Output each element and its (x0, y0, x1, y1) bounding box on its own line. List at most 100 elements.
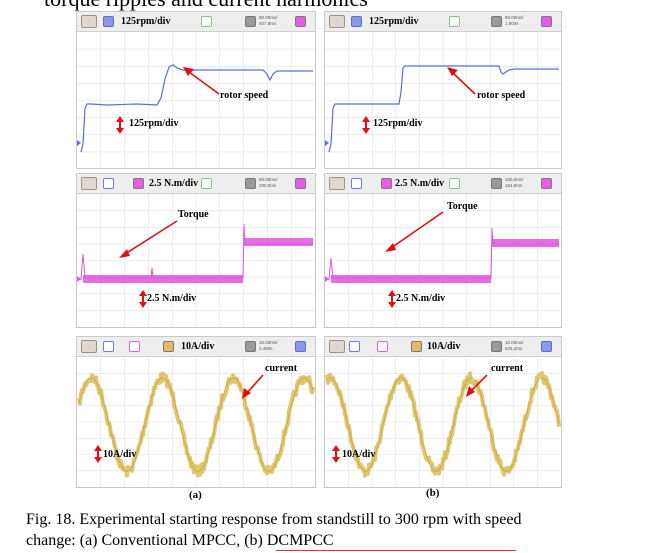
torque-plot-a (77, 194, 315, 327)
channel-2-icon[interactable] (295, 16, 306, 27)
current-scale-toolbar-label: 10A/div (427, 341, 461, 352)
channel-marker (77, 276, 81, 282)
rotor-speed-annotation: rotor speed (477, 90, 526, 101)
timebase-icon[interactable] (245, 178, 256, 189)
current-plot-b (325, 357, 561, 487)
speed-scale-label: 125rpm/div (373, 118, 423, 129)
scope-torque-b: 2.5 N.m/div 100.0ms/164.0ms Torque 2.5 N… (324, 173, 562, 328)
timebase-icon[interactable] (491, 16, 502, 27)
channel-1-icon-right[interactable] (295, 341, 306, 352)
trigger-icon[interactable] (81, 15, 97, 28)
torque-annotation: Torque (447, 201, 478, 212)
scale-arrow-icon (362, 116, 370, 134)
scope-current-b: 10A/div 10.00ms/625.2ms current 10A/div (324, 336, 562, 488)
torque-annotation: Torque (178, 209, 209, 220)
speed-scale-toolbar-label: 125rpm/div (369, 16, 419, 27)
sublabel-b: (b) (426, 487, 440, 499)
current-annotation: current (265, 363, 298, 374)
current-trace-core (326, 377, 560, 472)
scale-arrow-icon (139, 290, 147, 308)
scale-arrow-icon (332, 445, 340, 463)
speed-trace (80, 64, 313, 153)
timebase-icon[interactable] (245, 16, 256, 27)
channel-2-icon[interactable] (541, 16, 552, 27)
scope-toolbar: 125rpm/div 80.00ms/407.8ms (77, 12, 315, 32)
scope-current-a: 10A/div 10.00ms/3.460s current 10A/div (76, 336, 316, 488)
timebase-readout: 80.00ms/1.904s (505, 15, 524, 26)
channel-2-icon[interactable] (133, 178, 144, 189)
current-scale-label: 10A/div (103, 449, 137, 460)
scope-speed-a: 125rpm/div 80.00ms/407.8ms rotor speed 1… (76, 11, 316, 169)
scope-torque-a: 2.5 N.m/div 80.00ms/230.0ms Torque 2.5 N… (76, 173, 316, 328)
torque-trace (80, 223, 313, 281)
channel-1-icon[interactable] (103, 341, 114, 352)
sublabel-a: (a) (189, 489, 202, 501)
scope-toolbar: 10A/div 10.00ms/3.460s (77, 337, 315, 357)
timebase-readout: 80.00ms/230.0ms (259, 177, 278, 188)
torque-band-low (83, 275, 243, 283)
timebase-readout: 10.00ms/3.460s (259, 340, 278, 351)
speed-scale-toolbar-label: 125rpm/div (121, 16, 171, 27)
channel-3-icon[interactable] (449, 16, 460, 27)
current-scale-toolbar-label: 10A/div (181, 341, 215, 352)
speed-arrow-b (447, 67, 476, 95)
trigger-icon[interactable] (329, 177, 345, 190)
red-underline (276, 550, 516, 551)
channel-4-icon[interactable] (163, 341, 174, 352)
scope-toolbar: 10A/div 10.00ms/625.2ms (325, 337, 561, 357)
trigger-icon[interactable] (81, 177, 97, 190)
timebase-readout: 80.00ms/407.8ms (259, 15, 278, 26)
torque-band-low (331, 275, 491, 283)
figure-caption: Fig. 18. Experimental starting response … (26, 509, 626, 551)
caption-line-2: change: (a) Conventional MPCC, (b) DCMPC… (26, 532, 334, 549)
trigger-icon[interactable] (329, 340, 345, 353)
channel-3-icon[interactable] (201, 16, 212, 27)
scope-toolbar: 125rpm/div 80.00ms/1.904s (325, 12, 561, 32)
timebase-icon[interactable] (491, 341, 502, 352)
trigger-icon[interactable] (81, 340, 97, 353)
torque-scale-label: 2.5 N.m/div (147, 293, 197, 304)
channel-1-icon[interactable] (351, 178, 362, 189)
speed-scale-label: 125rpm/div (129, 118, 179, 129)
caption-line-1: Fig. 18. Experimental starting response … (26, 511, 522, 528)
channel-2-icon[interactable] (381, 178, 392, 189)
channel-1-icon-right[interactable] (541, 341, 552, 352)
channel-marker (77, 140, 81, 146)
timebase-icon[interactable] (245, 341, 256, 352)
channel-1-icon[interactable] (351, 16, 362, 27)
speed-trace (328, 65, 559, 153)
torque-band-high (244, 238, 313, 246)
channel-2-icon[interactable] (377, 341, 388, 352)
torque-scale-label: 2.5 N.m/div (396, 293, 446, 304)
channel-3-icon[interactable] (449, 178, 460, 189)
channel-1-icon[interactable] (103, 16, 114, 27)
channel-3-icon[interactable] (201, 178, 212, 189)
torque-scale-toolbar-label: 2.5 N.m/div (395, 178, 445, 189)
channel-4-icon[interactable] (411, 341, 422, 352)
timebase-readout: 100.0ms/164.0ms (505, 177, 524, 188)
scale-arrow-icon (388, 290, 396, 308)
scope-toolbar: 2.5 N.m/div 80.00ms/230.0ms (77, 174, 315, 194)
scope-speed-b: 125rpm/div 80.00ms/1.904s rotor speed 12… (324, 11, 562, 169)
torque-band-high (492, 239, 559, 247)
channel-2-icon-right[interactable] (541, 178, 552, 189)
timebase-readout: 10.00ms/625.2ms (505, 340, 524, 351)
trigger-icon[interactable] (329, 15, 345, 28)
scope-toolbar: 2.5 N.m/div 100.0ms/164.0ms (325, 174, 561, 194)
channel-marker (325, 276, 329, 282)
channel-marker (325, 140, 329, 146)
current-trace-core (78, 377, 314, 472)
timebase-icon[interactable] (491, 178, 502, 189)
torque-scale-toolbar-label: 2.5 N.m/div (149, 178, 199, 189)
channel-1-icon[interactable] (349, 341, 360, 352)
current-arrow-b (466, 374, 488, 397)
current-plot-a (77, 357, 315, 487)
scale-arrow-icon (116, 116, 124, 134)
rotor-speed-annotation: rotor speed (220, 90, 269, 101)
torque-plot-b (325, 194, 561, 327)
current-scale-label: 10A/div (342, 449, 376, 460)
channel-2-icon-right[interactable] (295, 178, 306, 189)
current-annotation: current (491, 363, 524, 374)
channel-2-icon[interactable] (129, 341, 140, 352)
channel-1-icon[interactable] (103, 178, 114, 189)
